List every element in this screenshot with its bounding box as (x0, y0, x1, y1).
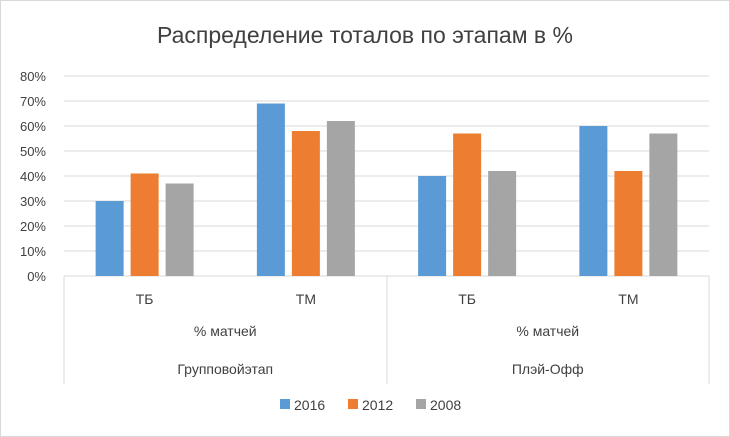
legend-swatch-2016 (280, 399, 290, 409)
bar-2012-0 (130, 173, 159, 276)
category-label: ТБ (136, 291, 154, 307)
y-tick-label: 60% (20, 119, 46, 134)
bar-2016-1 (256, 103, 285, 276)
stage-label: Групповойэтап (177, 361, 273, 377)
y-tick-label: 30% (20, 194, 46, 209)
bar-2012-3 (614, 171, 643, 276)
y-tick-label: 0% (27, 269, 46, 284)
bar-2012-1 (291, 131, 320, 276)
y-tick-label: 50% (20, 144, 46, 159)
legend-swatch-2012 (348, 399, 358, 409)
legend-swatch-2008 (416, 399, 426, 409)
legend-label: 2012 (362, 397, 393, 413)
y-tick-label: 80% (20, 69, 46, 84)
gridlines (63, 75, 710, 384)
bar-2008-3 (649, 133, 678, 276)
x-axis-categories: ТБ ТМ ТБ ТМ % матчей % матчей Групповойэтап Плэ… (136, 291, 639, 377)
bar-2008-1 (326, 121, 355, 276)
bar-2016-2 (418, 176, 447, 276)
y-axis-ticks: 0% 10% 20% 30% 40% 50% 60% 70% 80% (20, 69, 46, 284)
category-label: ТМ (618, 291, 638, 307)
bar-2016-3 (579, 126, 608, 276)
bar-2008-0 (165, 183, 194, 276)
stage-label: Плэй-Офф (512, 361, 584, 377)
legend: 2016 2012 2008 (280, 397, 461, 413)
bars (95, 103, 678, 276)
category-label: ТБ (458, 291, 476, 307)
legend-label: 2008 (430, 397, 461, 413)
bar-2012-2 (453, 133, 482, 276)
y-tick-label: 40% (20, 169, 46, 184)
y-tick-label: 10% (20, 244, 46, 259)
bar-2016-0 (95, 201, 124, 276)
metric-label: % матчей (194, 323, 257, 339)
y-tick-label: 20% (20, 219, 46, 234)
category-label: ТМ (296, 291, 316, 307)
chart-title: Распределение тоталов по этапам в % (157, 22, 573, 48)
metric-label: % матчей (516, 323, 579, 339)
bar-2008-2 (488, 171, 517, 276)
y-tick-label: 70% (20, 94, 46, 109)
legend-label: 2016 (294, 397, 325, 413)
